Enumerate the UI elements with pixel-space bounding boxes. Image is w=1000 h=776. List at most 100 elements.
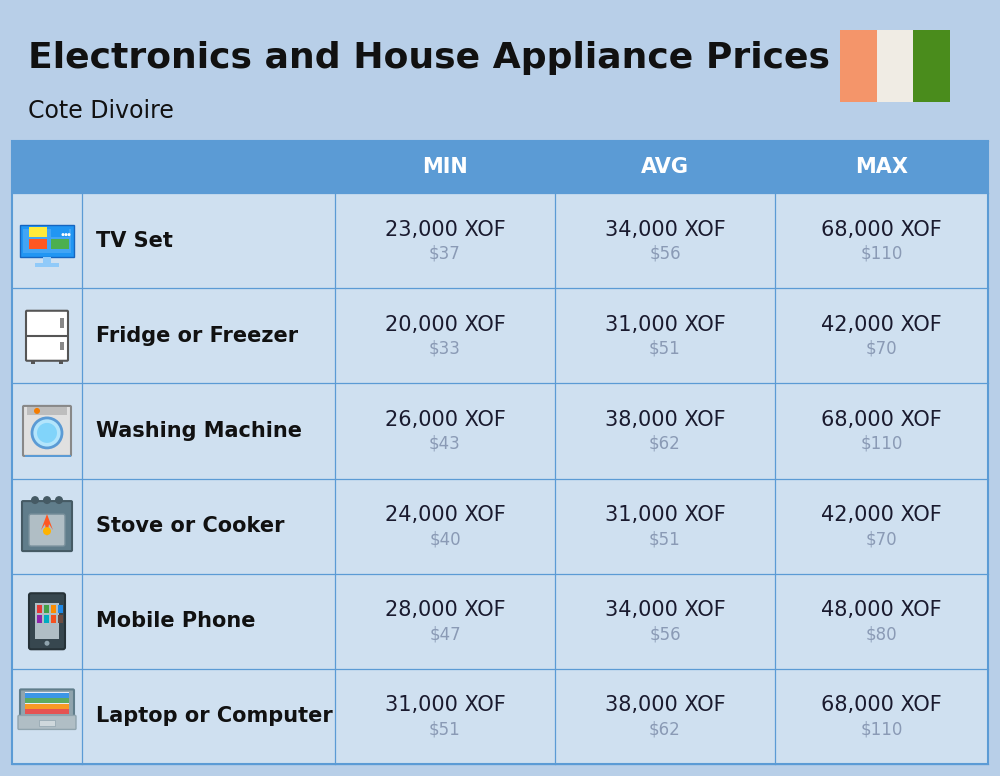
Text: Electronics and House Appliance Prices: Electronics and House Appliance Prices bbox=[28, 41, 830, 75]
FancyBboxPatch shape bbox=[29, 514, 65, 546]
Bar bbox=[25, 693, 69, 698]
Bar bbox=[25, 709, 69, 715]
Text: Fridge or Freezer: Fridge or Freezer bbox=[96, 326, 298, 346]
Bar bbox=[51, 238, 69, 248]
Text: 68,000 XOF: 68,000 XOF bbox=[821, 220, 942, 240]
Text: $40: $40 bbox=[429, 530, 461, 548]
Text: $56: $56 bbox=[649, 625, 681, 643]
Text: 26,000 XOF: 26,000 XOF bbox=[385, 410, 505, 430]
Polygon shape bbox=[41, 514, 53, 536]
Bar bbox=[58, 615, 63, 623]
Bar bbox=[25, 704, 69, 709]
Text: 42,000 XOF: 42,000 XOF bbox=[821, 505, 942, 525]
Bar bbox=[12, 383, 988, 479]
Bar bbox=[51, 605, 56, 613]
Text: Cote Divoire: Cote Divoire bbox=[28, 99, 174, 123]
Circle shape bbox=[43, 527, 51, 535]
Bar bbox=[12, 141, 988, 764]
Bar bbox=[43, 257, 51, 262]
Text: 48,000 XOF: 48,000 XOF bbox=[821, 601, 942, 620]
Circle shape bbox=[32, 418, 62, 448]
Bar bbox=[29, 227, 47, 237]
Text: 38,000 XOF: 38,000 XOF bbox=[605, 410, 725, 430]
Text: $62: $62 bbox=[649, 720, 681, 739]
Bar bbox=[60, 317, 64, 327]
FancyBboxPatch shape bbox=[18, 715, 76, 729]
Text: $51: $51 bbox=[429, 720, 461, 739]
Text: Mobile Phone: Mobile Phone bbox=[96, 611, 256, 631]
Text: 34,000 XOF: 34,000 XOF bbox=[605, 220, 725, 240]
Bar bbox=[23, 229, 71, 252]
Bar bbox=[12, 479, 988, 573]
Bar bbox=[20, 224, 74, 257]
Bar bbox=[12, 573, 988, 669]
Text: $70: $70 bbox=[866, 530, 897, 548]
Text: MIN: MIN bbox=[422, 157, 468, 177]
Bar bbox=[35, 262, 59, 267]
Bar bbox=[35, 603, 59, 639]
Text: 31,000 XOF: 31,000 XOF bbox=[605, 505, 725, 525]
Text: $110: $110 bbox=[860, 435, 903, 453]
Text: 34,000 XOF: 34,000 XOF bbox=[605, 601, 725, 620]
Text: $51: $51 bbox=[649, 340, 681, 358]
Bar bbox=[12, 193, 988, 288]
Text: $43: $43 bbox=[429, 435, 461, 453]
Bar bbox=[39, 720, 55, 726]
Bar bbox=[25, 698, 69, 703]
Text: $37: $37 bbox=[429, 244, 461, 262]
Bar bbox=[31, 360, 35, 364]
Circle shape bbox=[37, 423, 57, 443]
Text: TV Set: TV Set bbox=[96, 230, 173, 251]
Bar bbox=[25, 692, 69, 715]
Bar bbox=[60, 341, 64, 350]
Text: 42,000 XOF: 42,000 XOF bbox=[821, 315, 942, 334]
Circle shape bbox=[43, 496, 51, 504]
Bar bbox=[840, 30, 877, 102]
Bar bbox=[44, 605, 49, 613]
Text: $56: $56 bbox=[649, 244, 681, 262]
Text: $110: $110 bbox=[860, 720, 903, 739]
Text: 28,000 XOF: 28,000 XOF bbox=[385, 601, 505, 620]
Text: 23,000 XOF: 23,000 XOF bbox=[385, 220, 505, 240]
Text: $47: $47 bbox=[429, 625, 461, 643]
Text: 68,000 XOF: 68,000 XOF bbox=[821, 695, 942, 715]
Text: $80: $80 bbox=[866, 625, 897, 643]
Bar bbox=[29, 238, 47, 248]
Text: $33: $33 bbox=[429, 340, 461, 358]
Text: $62: $62 bbox=[649, 435, 681, 453]
Bar bbox=[51, 227, 69, 237]
Text: Stove or Cooker: Stove or Cooker bbox=[96, 516, 285, 536]
Circle shape bbox=[44, 641, 50, 646]
Circle shape bbox=[64, 233, 68, 236]
Bar bbox=[12, 669, 988, 764]
Circle shape bbox=[34, 408, 40, 414]
Text: 38,000 XOF: 38,000 XOF bbox=[605, 695, 725, 715]
Text: $51: $51 bbox=[649, 530, 681, 548]
Text: $70: $70 bbox=[866, 340, 897, 358]
Text: $110: $110 bbox=[860, 244, 903, 262]
Text: 68,000 XOF: 68,000 XOF bbox=[821, 410, 942, 430]
Bar bbox=[12, 141, 988, 193]
FancyBboxPatch shape bbox=[26, 310, 68, 361]
Bar bbox=[58, 605, 63, 613]
FancyBboxPatch shape bbox=[20, 689, 74, 719]
Text: 20,000 XOF: 20,000 XOF bbox=[385, 315, 505, 334]
Bar bbox=[51, 615, 56, 623]
Text: 31,000 XOF: 31,000 XOF bbox=[385, 695, 505, 715]
Text: MAX: MAX bbox=[855, 157, 908, 177]
Bar bbox=[44, 615, 49, 623]
Circle shape bbox=[62, 233, 64, 236]
Circle shape bbox=[68, 233, 70, 236]
Text: 24,000 XOF: 24,000 XOF bbox=[385, 505, 505, 525]
Text: Laptop or Computer: Laptop or Computer bbox=[96, 706, 333, 726]
Bar bbox=[59, 360, 63, 364]
Text: 31,000 XOF: 31,000 XOF bbox=[605, 315, 725, 334]
Text: AVG: AVG bbox=[641, 157, 689, 177]
Text: Washing Machine: Washing Machine bbox=[96, 421, 302, 441]
Circle shape bbox=[31, 496, 39, 504]
FancyBboxPatch shape bbox=[23, 406, 71, 456]
Bar bbox=[27, 407, 67, 415]
Bar bbox=[25, 455, 71, 457]
Bar bbox=[12, 288, 988, 383]
Bar bbox=[913, 30, 950, 102]
